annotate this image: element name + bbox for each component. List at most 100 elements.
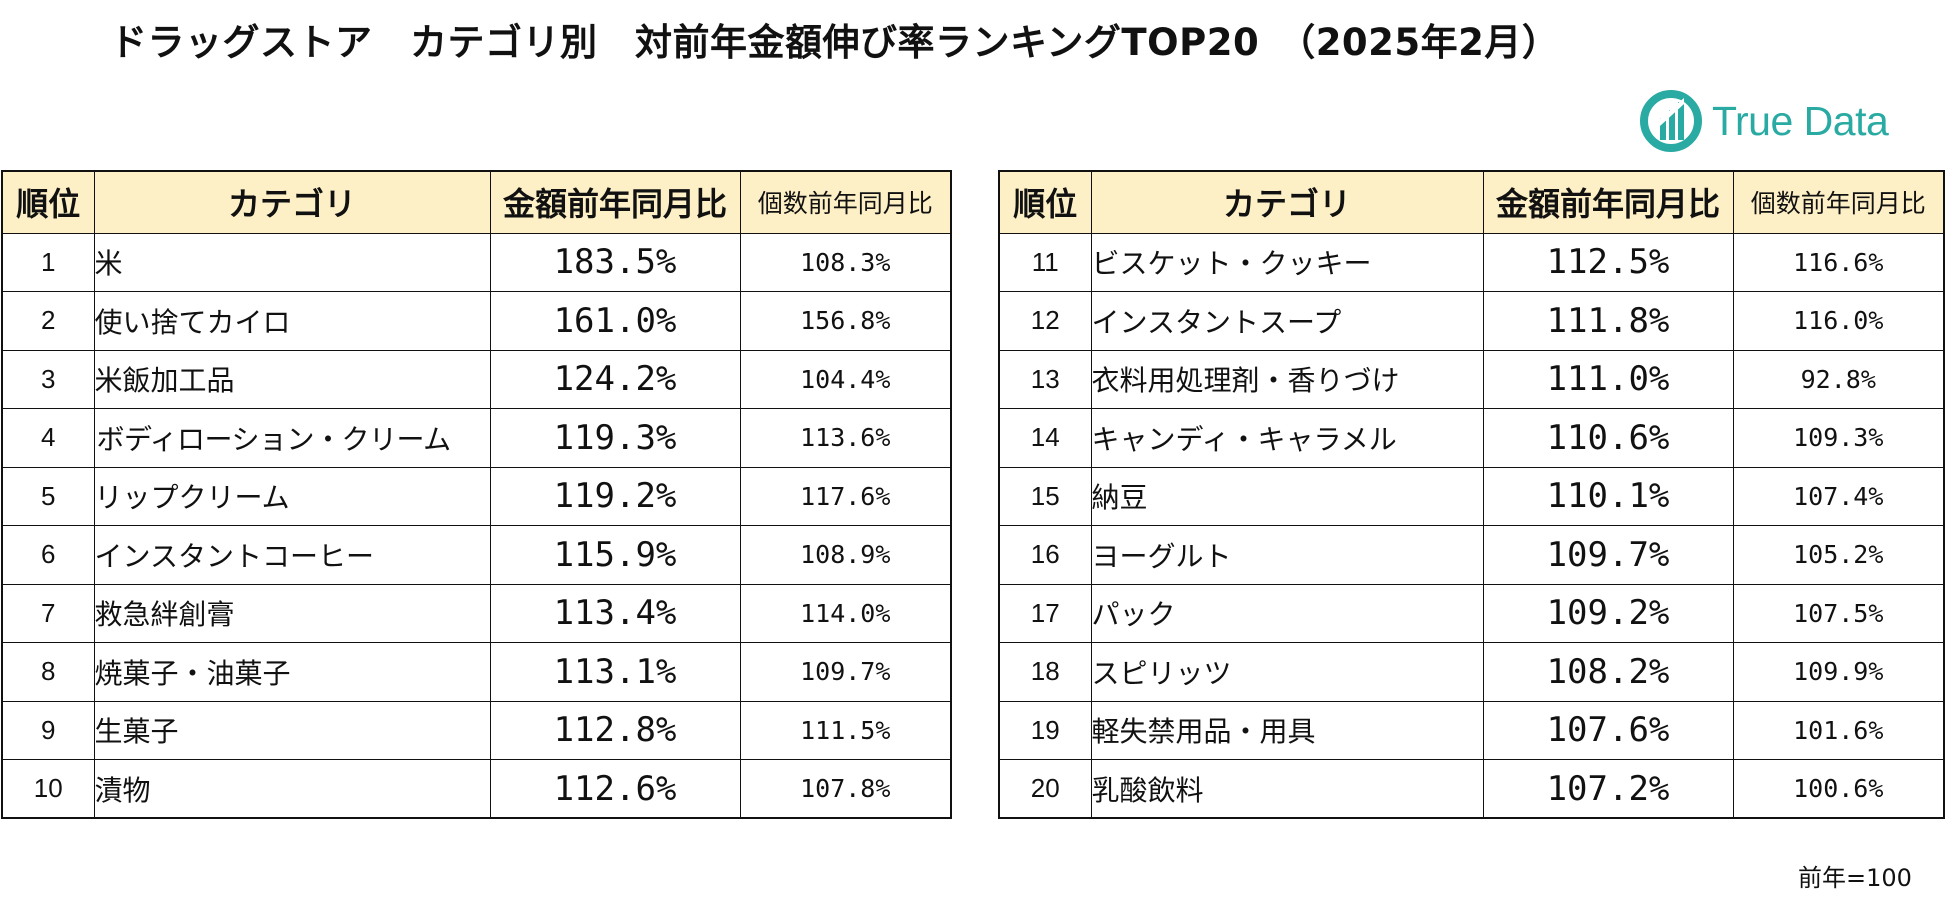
page-title: ドラッグストア カテゴリ別 対前年金額伸び率ランキングTOP20 （2025年2… — [110, 21, 1560, 64]
units-yoy-cell: 109.9% — [1732, 642, 1945, 702]
rank-cell: 9 — [1, 700, 95, 760]
ranking-table-right: 順位 カテゴリ 金額前年同月比 個数前年同月比 11 ビスケット・クッキー 112.… — [998, 170, 1945, 819]
amount-yoy-cell: 112.5% — [1482, 232, 1734, 292]
table-row: 19 軽失禁用品・用具 107.6% 101.6% — [998, 700, 1945, 760]
units-yoy-cell: 116.6% — [1732, 232, 1945, 292]
rank-cell: 15 — [998, 466, 1092, 526]
units-yoy-cell: 107.8% — [739, 759, 952, 819]
header-units-yoy: 個数前年同月比 — [739, 170, 952, 234]
table-row: 7 救急絆創膏 113.4% 114.0% — [1, 583, 952, 643]
amount-yoy-cell: 124.2% — [489, 349, 741, 409]
table-row: 2 使い捨てカイロ 161.0% 156.8% — [1, 291, 952, 351]
rank-cell: 5 — [1, 466, 95, 526]
units-yoy-cell: 116.0% — [1732, 291, 1945, 351]
category-cell: 納豆 — [1090, 466, 1484, 526]
table-row: 6 インスタントコーヒー 115.9% 108.9% — [1, 525, 952, 585]
amount-yoy-cell: 112.8% — [489, 700, 741, 760]
table-header-row: 順位 カテゴリ 金額前年同月比 個数前年同月比 — [1, 170, 952, 234]
rank-cell: 16 — [998, 525, 1092, 585]
amount-yoy-cell: 113.4% — [489, 583, 741, 643]
rank-cell: 8 — [1, 642, 95, 702]
table-row: 12 インスタントスープ 111.8% 116.0% — [998, 291, 1945, 351]
truedata-logo: True Data — [1638, 88, 1889, 154]
units-yoy-cell: 111.5% — [739, 700, 952, 760]
amount-yoy-cell: 109.7% — [1482, 525, 1734, 585]
truedata-logo-text: True Data — [1712, 97, 1889, 144]
category-cell: 使い捨てカイロ — [93, 291, 491, 351]
amount-yoy-cell: 111.0% — [1482, 349, 1734, 409]
units-yoy-cell: 108.9% — [739, 525, 952, 585]
amount-yoy-cell: 112.6% — [489, 759, 741, 819]
rank-cell: 12 — [998, 291, 1092, 351]
rank-cell: 11 — [998, 232, 1092, 292]
header-amount-yoy: 金額前年同月比 — [1482, 170, 1734, 234]
header-category: カテゴリ — [93, 170, 491, 234]
table-row: 9 生菓子 112.8% 111.5% — [1, 700, 952, 760]
header-rank: 順位 — [998, 170, 1092, 234]
rank-cell: 4 — [1, 408, 95, 468]
amount-yoy-cell: 111.8% — [1482, 291, 1734, 351]
header-rank: 順位 — [1, 170, 95, 234]
amount-yoy-cell: 113.1% — [489, 642, 741, 702]
units-yoy-cell: 107.5% — [1732, 583, 1945, 643]
rank-cell: 17 — [998, 583, 1092, 643]
category-cell: 米飯加工品 — [93, 349, 491, 409]
category-cell: 衣料用処理剤・香りづけ — [1090, 349, 1484, 409]
table-row: 17 パック 109.2% 107.5% — [998, 583, 1945, 643]
rank-cell: 2 — [1, 291, 95, 351]
units-yoy-cell: 101.6% — [1732, 700, 1945, 760]
category-cell: ヨーグルト — [1090, 525, 1484, 585]
amount-yoy-cell: 161.0% — [489, 291, 741, 351]
units-yoy-cell: 92.8% — [1732, 349, 1945, 409]
units-yoy-cell: 107.4% — [1732, 466, 1945, 526]
amount-yoy-cell: 183.5% — [489, 232, 741, 292]
table-row: 4 ボディローション・クリーム 119.3% 113.6% — [1, 408, 952, 468]
category-cell: 漬物 — [93, 759, 491, 819]
category-cell: ビスケット・クッキー — [1090, 232, 1484, 292]
units-yoy-cell: 100.6% — [1732, 759, 1945, 819]
amount-yoy-cell: 110.6% — [1482, 408, 1734, 468]
units-yoy-cell: 156.8% — [739, 291, 952, 351]
amount-yoy-cell: 119.3% — [489, 408, 741, 468]
amount-yoy-cell: 110.1% — [1482, 466, 1734, 526]
header-category: カテゴリ — [1090, 170, 1484, 234]
table-row: 16 ヨーグルト 109.7% 105.2% — [998, 525, 1945, 585]
amount-yoy-cell: 107.6% — [1482, 700, 1734, 760]
table-row: 15 納豆 110.1% 107.4% — [998, 466, 1945, 526]
table-row: 18 スピリッツ 108.2% 109.9% — [998, 642, 1945, 702]
category-cell: 米 — [93, 232, 491, 292]
truedata-logo-icon — [1640, 90, 1702, 152]
category-cell: リップクリーム — [93, 466, 491, 526]
units-yoy-cell: 113.6% — [739, 408, 952, 468]
category-cell: 軽失禁用品・用具 — [1090, 700, 1484, 760]
amount-yoy-cell: 115.9% — [489, 525, 741, 585]
table-row: 20 乳酸飲料 107.2% 100.6% — [998, 759, 1945, 819]
table-header-row: 順位 カテゴリ 金額前年同月比 個数前年同月比 — [998, 170, 1945, 234]
units-yoy-cell: 105.2% — [1732, 525, 1945, 585]
rank-cell: 1 — [1, 232, 95, 292]
rank-cell: 14 — [998, 408, 1092, 468]
ranking-table-right-body: 11 ビスケット・クッキー 112.5% 116.6% 12 インスタントスープ 111.8… — [998, 232, 1945, 819]
table-row: 10 漬物 112.6% 107.8% — [1, 759, 952, 819]
category-cell: ボディローション・クリーム — [93, 408, 491, 468]
footnote-baseline: 前年=100 — [1798, 864, 1912, 892]
units-yoy-cell: 117.6% — [739, 466, 952, 526]
units-yoy-cell: 109.3% — [1732, 408, 1945, 468]
header-amount-yoy: 金額前年同月比 — [489, 170, 741, 234]
rank-cell: 7 — [1, 583, 95, 643]
rank-cell: 19 — [998, 700, 1092, 760]
rank-cell: 6 — [1, 525, 95, 585]
amount-yoy-cell: 108.2% — [1482, 642, 1734, 702]
amount-yoy-cell: 107.2% — [1482, 759, 1734, 819]
rank-cell: 18 — [998, 642, 1092, 702]
rank-cell: 20 — [998, 759, 1092, 819]
units-yoy-cell: 114.0% — [739, 583, 952, 643]
amount-yoy-cell: 109.2% — [1482, 583, 1734, 643]
units-yoy-cell: 109.7% — [739, 642, 952, 702]
category-cell: キャンディ・キャラメル — [1090, 408, 1484, 468]
units-yoy-cell: 104.4% — [739, 349, 952, 409]
header-units-yoy: 個数前年同月比 — [1732, 170, 1945, 234]
table-row: 14 キャンディ・キャラメル 110.6% 109.3% — [998, 408, 1945, 468]
rank-cell: 10 — [1, 759, 95, 819]
table-row: 5 リップクリーム 119.2% 117.6% — [1, 466, 952, 526]
